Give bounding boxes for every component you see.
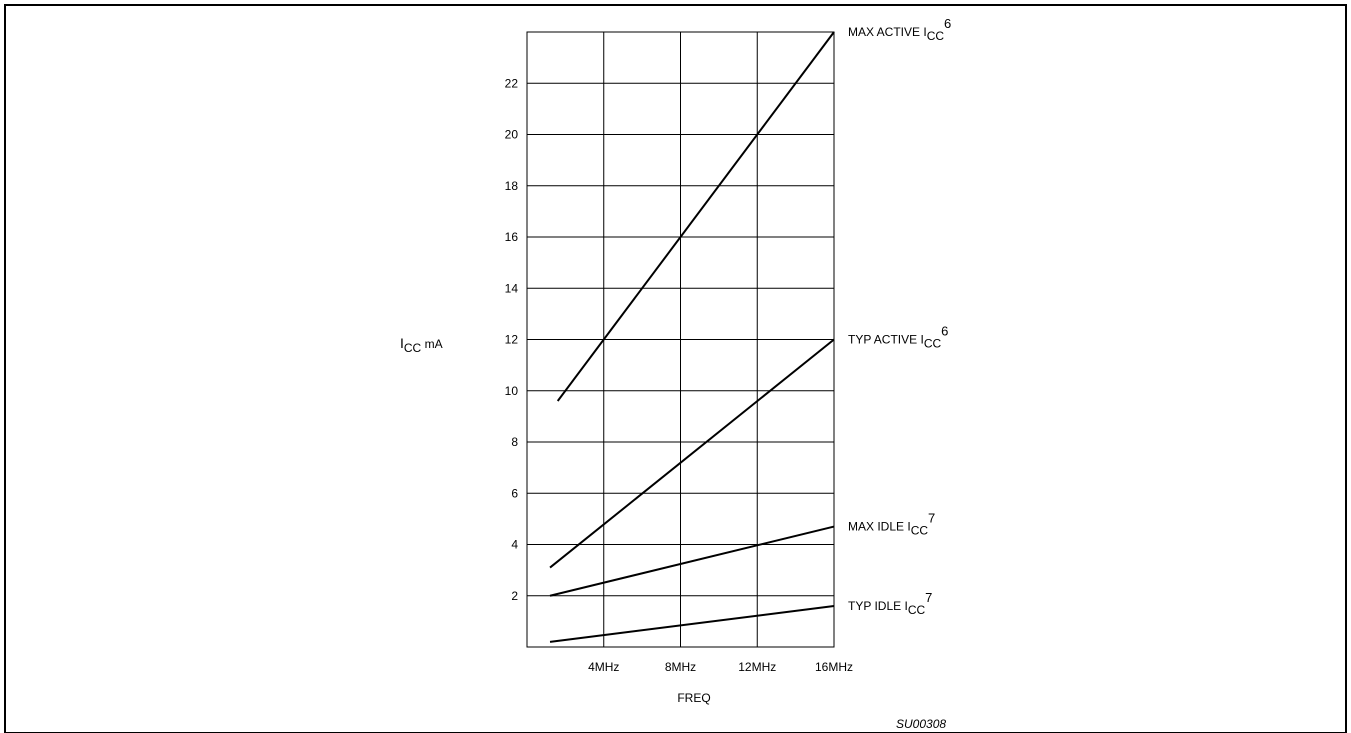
series-label: MAX IDLE ICC7 bbox=[848, 511, 935, 538]
y-tick-label: 16 bbox=[505, 230, 519, 244]
series-labels: MAX ACTIVE ICC6 TYP ACTIVE ICC6 MAX IDLE I… bbox=[848, 16, 951, 617]
series-label: TYP ACTIVE ICC6 bbox=[848, 324, 948, 351]
y-tick-label: 12 bbox=[505, 333, 519, 347]
series-label: MAX ACTIVE ICC6 bbox=[848, 16, 951, 43]
series-line bbox=[549, 605, 835, 643]
x-tick-label: 8MHz bbox=[665, 660, 696, 674]
plot-lines bbox=[549, 31, 835, 643]
y-tick-label: 18 bbox=[505, 179, 519, 193]
figure-id: SU00308 bbox=[896, 717, 946, 731]
y-tick-label: 20 bbox=[505, 128, 519, 142]
y-tick-label: 2 bbox=[511, 589, 518, 603]
y-tick-label: 6 bbox=[511, 486, 518, 500]
x-axis-label: FREQ bbox=[677, 691, 710, 705]
x-tick-label: 16MHz bbox=[815, 660, 853, 674]
y-axis-label: ICC mA bbox=[400, 335, 443, 355]
x-tick-label: 12MHz bbox=[738, 660, 776, 674]
plot-grid bbox=[526, 31, 835, 648]
series-line bbox=[549, 525, 835, 597]
figure-border bbox=[4, 4, 1347, 733]
series-line bbox=[549, 338, 835, 569]
y-tick-label: 22 bbox=[505, 76, 519, 90]
y-tick-label: 8 bbox=[511, 435, 518, 449]
y-tick-label: 10 bbox=[505, 384, 519, 398]
series-label: TYP IDLE ICC7 bbox=[848, 590, 932, 617]
y-tick-label: 4 bbox=[511, 538, 518, 552]
plot-ticks: 2 4 6 8 10 12 14 16 18 20 22 4MHz 8MHz 12MHz 16MHz bbox=[505, 76, 853, 674]
series-line bbox=[556, 31, 835, 402]
y-tick-label: 14 bbox=[505, 281, 519, 295]
x-tick-label: 4MHz bbox=[588, 660, 619, 674]
